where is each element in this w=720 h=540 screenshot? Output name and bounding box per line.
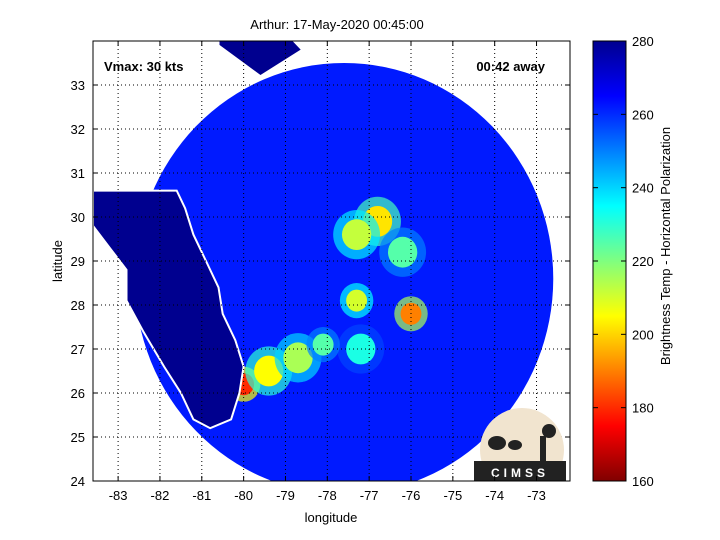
- colorbar-tick-label: 260: [632, 107, 654, 122]
- axis-ticks: -83 -82 -81 -80 -79 -78 -77 -76 -75 -74 -73 24 25 26 2…: [71, 41, 570, 503]
- colorbar-tick-label: 200: [632, 327, 654, 342]
- colorbar: [592, 40, 627, 482]
- tb-feature: [387, 236, 418, 268]
- plot-area: CIMSS: [93, 41, 570, 481]
- tb-feature: [341, 219, 372, 251]
- colorbar-tick-label: 240: [632, 181, 654, 196]
- tb-feature: [312, 333, 334, 356]
- y-tick-label: 26: [71, 386, 85, 401]
- colorbar-tick-label: 160: [632, 474, 654, 489]
- x-axis-label: longitude: [305, 510, 358, 525]
- logo-text: CIMSS: [491, 466, 549, 480]
- y-tick-label: 25: [71, 430, 85, 445]
- x-tick-label: -79: [276, 488, 295, 503]
- chart-title: Arthur: 17-May-2020 00:45:00: [250, 17, 423, 32]
- x-tick-label: -80: [234, 488, 253, 503]
- land-mask: [93, 41, 304, 430]
- x-tick-label: -83: [109, 488, 128, 503]
- florida-land: [93, 189, 245, 430]
- colorbar-tick-label: 220: [632, 254, 654, 269]
- x-tick-label: -82: [151, 488, 170, 503]
- tb-feature: [346, 333, 376, 365]
- y-tick-label: 33: [71, 78, 85, 93]
- tb-feature: [283, 342, 313, 374]
- y-tick-label: 28: [71, 298, 85, 313]
- x-tick-label: -78: [318, 488, 337, 503]
- x-tick-label: -76: [402, 488, 421, 503]
- y-tick-label: 24: [71, 474, 85, 489]
- cimss-logo: CIMSS: [474, 408, 566, 481]
- x-tick-label: -81: [192, 488, 211, 503]
- tb-feature: [346, 289, 368, 312]
- colorbar-tick-label: 280: [632, 34, 654, 49]
- time-away-annotation: 00:42 away: [476, 59, 545, 74]
- y-tick-label: 30: [71, 210, 85, 225]
- y-tick-label: 29: [71, 254, 85, 269]
- vmax-annotation: Vmax: 30 kts: [104, 59, 184, 74]
- colorbar-label: Brightness Temp - Horizontal Polarizatio…: [658, 127, 673, 365]
- y-tick-label: 31: [71, 166, 85, 181]
- colorbar-tick-label: 180: [632, 401, 654, 416]
- y-tick-label: 32: [71, 122, 85, 137]
- carolina-land: [217, 41, 304, 78]
- x-tick-label: -77: [360, 488, 379, 503]
- y-axis-label: latitude: [50, 240, 65, 282]
- x-tick-label: -74: [485, 488, 504, 503]
- colorbar-ticks: 160 180 200 220 240 260 280: [593, 34, 654, 489]
- grid: [93, 41, 570, 481]
- y-tick-label: 27: [71, 342, 85, 357]
- x-tick-label: -73: [527, 488, 546, 503]
- x-tick-label: -75: [443, 488, 462, 503]
